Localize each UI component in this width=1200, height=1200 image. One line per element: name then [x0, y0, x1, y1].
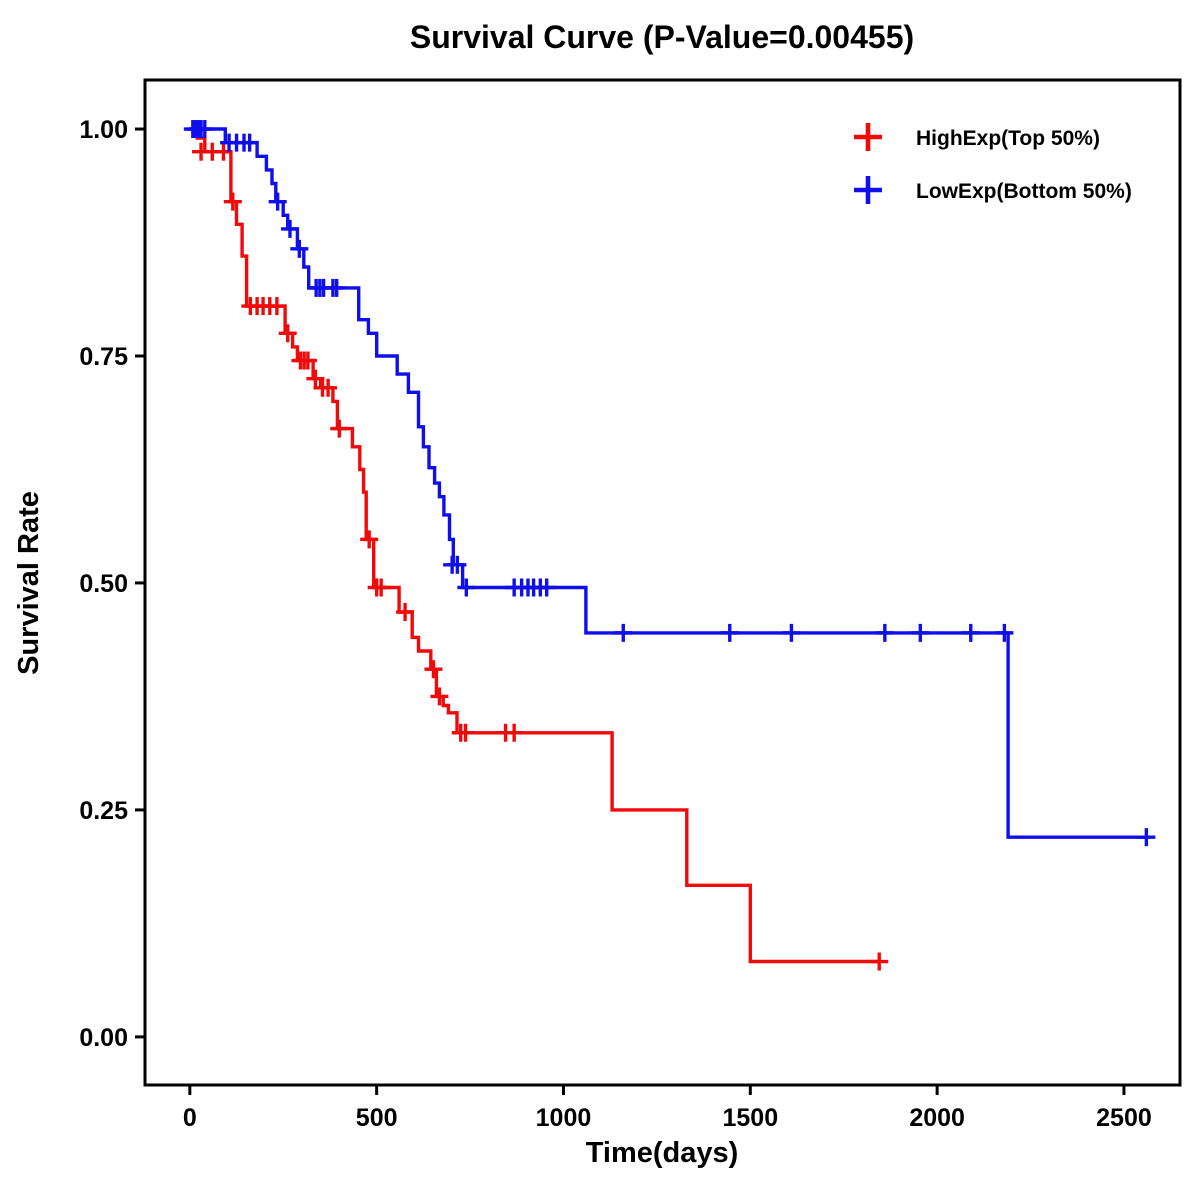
plot-area: 0 500 1000 1500 2000 2500 0.00 0.25 0.50 0.75 1.00 [79, 78, 1182, 1132]
survival-step-curve [189, 127, 1149, 839]
x-tick-label: 2500 [1096, 1104, 1152, 1132]
chart-title: Survival Curve (P-Value=0.00455) [410, 19, 914, 55]
x-tick-label: 1000 [536, 1104, 592, 1132]
legend-label: LowExp(Bottom 50%) [916, 180, 1132, 203]
series-lowexp [183, 120, 1156, 847]
x-tick-label: 2000 [909, 1104, 965, 1132]
y-tick-label: 0.75 [79, 343, 128, 371]
x-axis-label: Time(days) [586, 1137, 739, 1169]
series-highexp [189, 127, 889, 971]
x-tick-label: 1500 [722, 1104, 778, 1132]
legend-item: LowExp(Bottom 50%) [854, 176, 1132, 204]
legend: HighExp(Top 50%) LowExp(Bottom 50%) [854, 123, 1132, 204]
plot-border [143, 78, 1182, 1087]
y-axis-label: Survival Rate [13, 491, 45, 675]
y-tick-label: 0.00 [79, 1024, 128, 1052]
legend-label: HighExp(Top 50%) [916, 127, 1100, 150]
legend-item: HighExp(Top 50%) [854, 123, 1100, 151]
x-tick-label: 0 [183, 1104, 197, 1132]
y-tick-label: 1.00 [79, 116, 128, 144]
y-tick-label: 0.25 [79, 797, 128, 825]
y-tick-label: 0.50 [79, 570, 128, 598]
x-tick-label: 500 [356, 1104, 398, 1132]
survival-step-curve [189, 127, 880, 964]
